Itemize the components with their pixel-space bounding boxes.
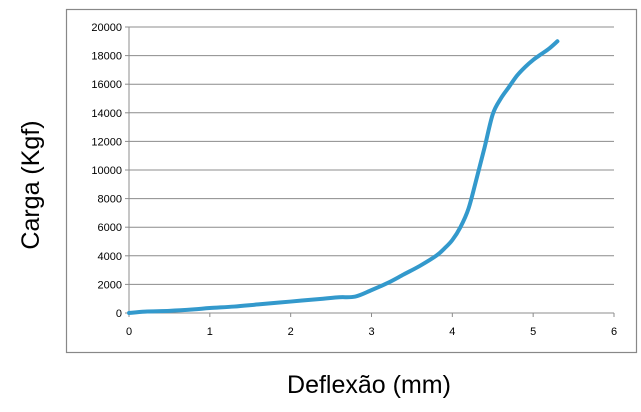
x-tick-label-0: 0 [126,326,132,338]
x-axis-title: Deflexão (mm) [287,371,451,399]
y-tick-label-4: 8000 [98,194,122,206]
y-tick-label-2: 4000 [98,251,122,263]
y-tick-label-9: 18000 [91,51,122,63]
y-tick-label-6: 12000 [91,136,122,148]
y-axis-title: Carga (Kgf) [17,120,45,249]
x-tick-label-2: 2 [288,326,294,338]
x-tick-label-1: 1 [207,326,213,338]
y-tick-label-8: 16000 [91,79,122,91]
x-tick-label-4: 4 [449,326,455,338]
y-tick-label-0: 0 [116,308,122,320]
x-tick-label-5: 5 [530,326,536,338]
y-tick-labels: 0 2000 4000 6000 8000 10000 12000 14000 16000 180… [91,22,129,320]
series-line-0 [127,39,560,315]
x-tick-label-6: 6 [611,326,617,338]
chart-area-border [65,8,638,354]
y-tick-label-1: 2000 [98,279,122,291]
y-tick-label-7: 14000 [91,108,122,120]
y-tick-label-10: 20000 [91,22,122,34]
x-tick-labels: 0 1 2 3 4 5 6 [126,313,617,338]
y-tick-label-5: 10000 [91,165,122,177]
x-tick-label-3: 3 [368,326,374,338]
series-group [127,39,560,315]
gridlines [129,26,614,285]
y-tick-label-3: 6000 [98,222,122,234]
